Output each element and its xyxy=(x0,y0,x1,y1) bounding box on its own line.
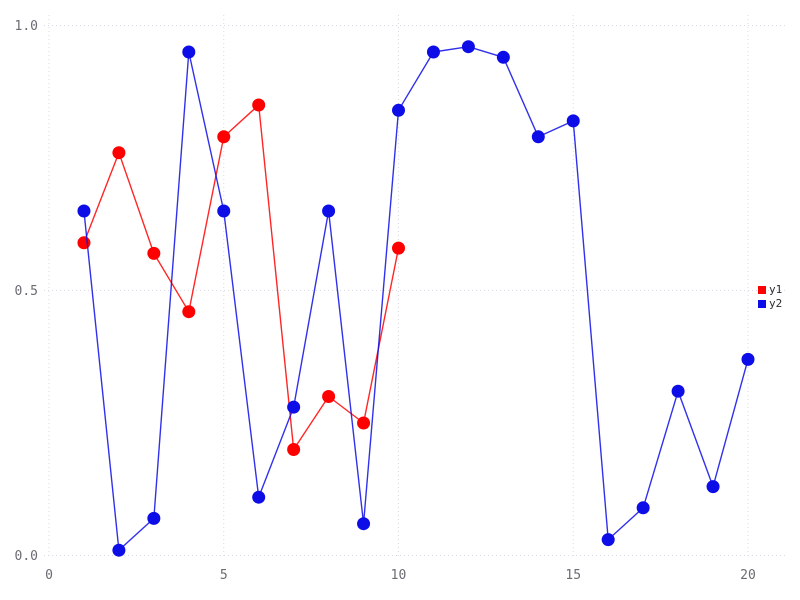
x-axis-tick-label: 10 xyxy=(391,568,407,583)
data-point-y2 xyxy=(461,40,475,54)
data-point-y2 xyxy=(392,103,405,117)
data-point-y1 xyxy=(77,236,91,250)
data-point-y2 xyxy=(636,501,650,515)
data-point-y1 xyxy=(287,443,301,456)
data-point-y2 xyxy=(182,45,196,59)
data-point-y1 xyxy=(392,241,405,255)
data-point-y1 xyxy=(322,390,336,403)
legend-item-y1[interactable]: y1 xyxy=(758,283,782,296)
legend-label-y1: y1 xyxy=(769,283,783,296)
series-line-y2 xyxy=(83,46,749,551)
data-point-y2 xyxy=(496,50,510,64)
data-point-y2 xyxy=(531,130,545,144)
data-point-y2 xyxy=(566,114,580,128)
data-point-y2 xyxy=(357,517,371,531)
x-axis-tick-label: 0 xyxy=(45,568,53,583)
data-point-y2 xyxy=(426,45,440,59)
legend-item-y2[interactable]: y2 xyxy=(758,297,782,310)
data-point-y1 xyxy=(112,146,126,160)
data-point-y2 xyxy=(252,490,266,504)
series-line-y1 xyxy=(83,104,400,451)
data-series xyxy=(77,40,755,557)
x-axis-tick-label: 15 xyxy=(565,568,581,583)
data-point-y1 xyxy=(182,305,196,319)
grid-lines xyxy=(44,15,786,558)
legend-label-y2: y2 xyxy=(769,297,783,310)
data-point-y2 xyxy=(77,204,91,218)
chart-legend: y1 y2 xyxy=(758,283,782,310)
data-point-y2 xyxy=(112,543,126,557)
y-axis-tick-label: 0.5 xyxy=(15,284,38,299)
data-point-y1 xyxy=(217,130,231,144)
x-axis-tick-label: 5 xyxy=(220,568,228,583)
data-point-y2 xyxy=(741,352,755,366)
data-point-y2 xyxy=(601,533,615,547)
y-axis-tick-label: 1.0 xyxy=(15,19,38,34)
data-point-y2 xyxy=(322,204,336,218)
x-axis-tick-label: 20 xyxy=(740,568,756,583)
axis-tick-labels: 0 5 10 15 20 0.0 0.5 1.0 xyxy=(15,19,756,583)
legend-marker-y2-icon xyxy=(758,299,766,308)
y-axis-tick-label: 0.0 xyxy=(15,549,38,564)
legend-marker-y1-icon xyxy=(758,285,766,294)
data-point-y2 xyxy=(217,204,231,218)
data-point-y1 xyxy=(357,416,371,430)
data-point-y2 xyxy=(671,384,685,398)
data-point-y1 xyxy=(147,246,161,260)
data-point-y2 xyxy=(147,511,161,525)
data-point-y2 xyxy=(287,400,301,414)
data-point-y1 xyxy=(252,98,266,112)
data-point-y2 xyxy=(706,480,720,494)
